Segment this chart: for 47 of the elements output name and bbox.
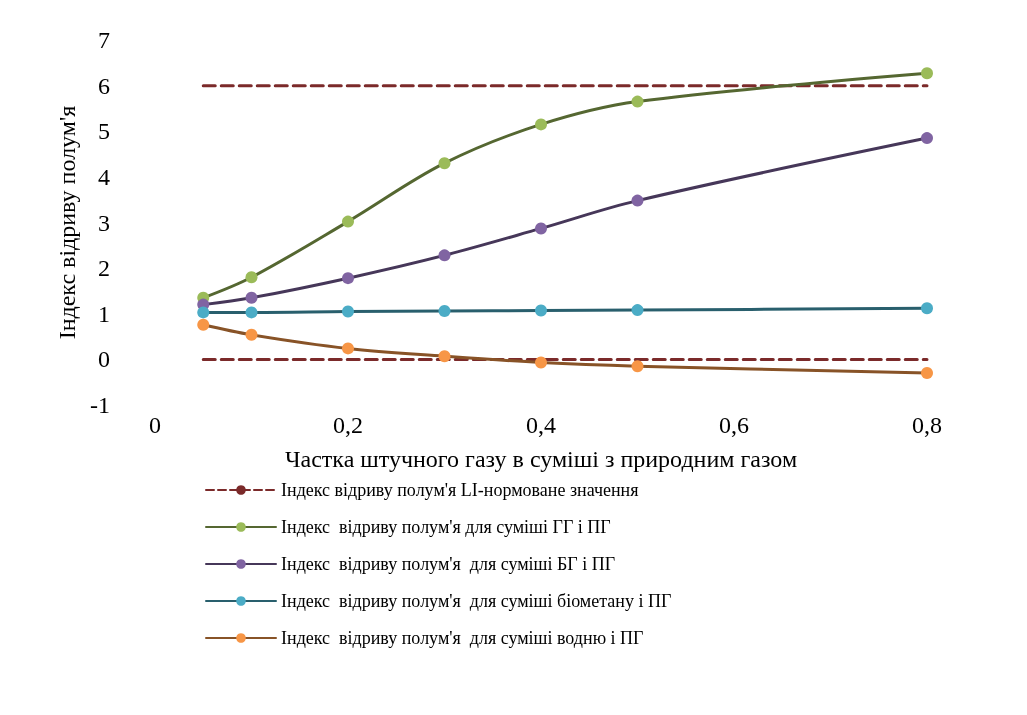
point (342, 305, 354, 318)
point (438, 157, 451, 170)
x-tick-label: 0,2 (333, 412, 363, 438)
point (342, 272, 354, 285)
point (921, 302, 933, 315)
y-tick-label: 6 (98, 72, 110, 99)
point (631, 304, 644, 317)
point (535, 222, 547, 235)
point (438, 305, 451, 318)
point (197, 318, 210, 331)
y-tick-label: 7 (98, 27, 110, 53)
point (921, 67, 933, 80)
y-tick-label: 1 (98, 300, 110, 327)
y-axis-title: Індекс відриву полум'я (54, 105, 81, 340)
point (245, 271, 258, 284)
y-tick-label: -1 (90, 392, 110, 418)
point (921, 367, 933, 380)
x-tick-label: 0 (149, 412, 161, 438)
y-tick-label: 3 (98, 209, 110, 236)
x-tick-label: 0,8 (912, 412, 942, 438)
point (245, 328, 258, 341)
point (438, 350, 451, 363)
x-axis-title: Частка штучного газу в суміші з природним газом (284, 446, 798, 472)
legend-label: Індекс відриву полум'я для суміші ГГ і ПГ (281, 517, 611, 537)
x-tick-label: 0,4 (526, 412, 556, 438)
y-tick-label: 0 (98, 346, 110, 373)
point (342, 215, 354, 228)
point (535, 356, 547, 369)
point (631, 194, 644, 207)
point (245, 291, 258, 304)
legend-label: Індекс відриву полум'я для суміші водню і ПГ (281, 628, 644, 648)
y-tick-label: 4 (98, 163, 110, 190)
legend-label: Індекс відриву полум'я для суміші біометану і ПГ (281, 591, 672, 611)
point (631, 95, 644, 108)
point (921, 132, 933, 145)
legend-label: Індекс відриву полум'я для суміші БГ і ПГ (281, 554, 616, 574)
point (535, 304, 547, 317)
point (631, 360, 644, 373)
legend-label: Індекс відриву полум'я LI-нормоване значення (281, 480, 639, 500)
x-tick-label: 0,6 (719, 412, 749, 438)
point (438, 249, 451, 262)
point (245, 306, 258, 319)
point (342, 342, 354, 355)
y-tick-label: 2 (98, 255, 110, 282)
point (535, 118, 547, 131)
y-tick-label: 5 (98, 118, 110, 145)
point (197, 306, 210, 319)
